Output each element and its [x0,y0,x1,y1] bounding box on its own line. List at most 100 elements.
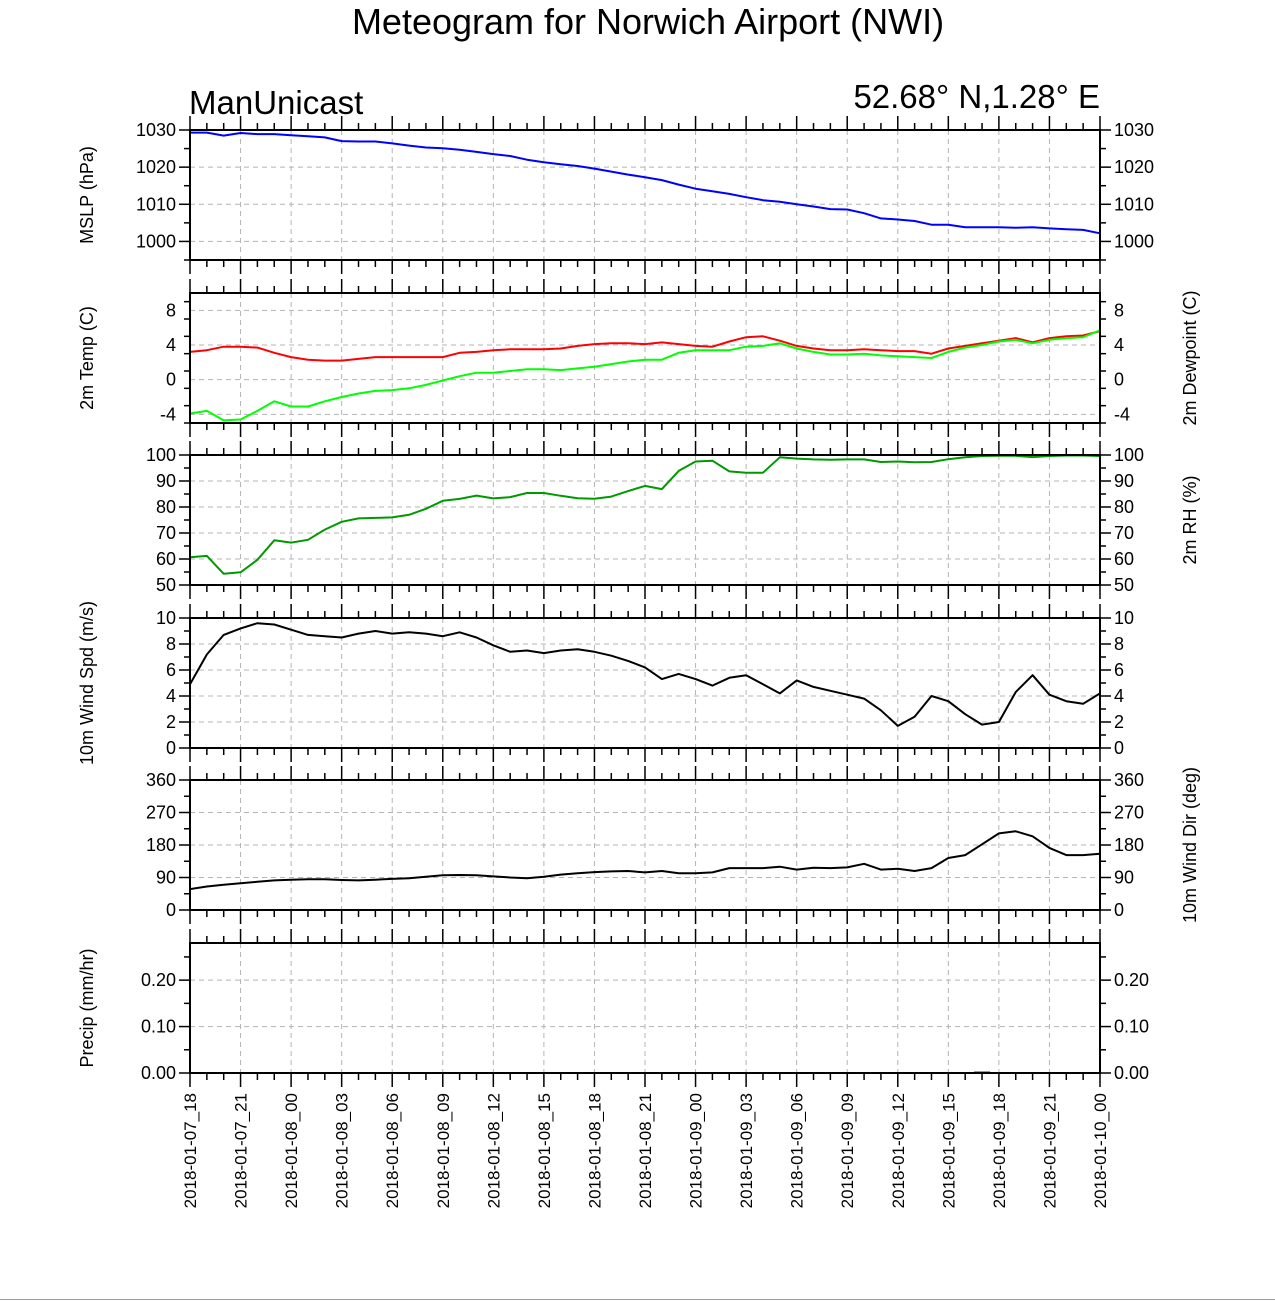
y-tick-label-right: 8 [1114,300,1124,320]
y-tick-label-right: 50 [1114,575,1134,595]
y-tick-label-right: 0 [1114,900,1124,920]
y-tick-label-right: -4 [1114,404,1130,424]
y-tick-label-right: 360 [1114,770,1144,790]
y-tick-label-right: 270 [1114,803,1144,823]
y-tick-label-right: 0.00 [1114,1063,1149,1083]
x-tick-label: 2018-01-09_09 [838,1093,857,1208]
panel-wdir: 0 0 90 90 180 180 270 270 360 360 10m Wind Dir (de… [146,766,1200,924]
x-tick-label: 2018-01-08_15 [535,1093,554,1208]
x-tick-label: 2018-01-09_12 [889,1093,908,1208]
y-tick-label-left: 1010 [136,194,176,214]
series-line-temp [189,329,1101,422]
y-tick-label-left: 180 [146,835,176,855]
y-tick-label-left: 0.10 [141,1017,176,1037]
x-tick-label: 2018-01-08_12 [484,1093,503,1208]
series-line-rh [189,454,1101,575]
panel-mslp: 1000 1000 1010 1010 1020 1020 1030 1030 MSLP (hP… [77,116,1154,274]
y-tick-label-left: 1000 [136,231,176,251]
y-tick-label-left: -4 [160,404,176,424]
x-tick-label: 2018-01-09_03 [737,1093,756,1208]
y-tick-label-left: 2 [166,712,176,732]
y-tick-label-right: 70 [1114,523,1134,543]
y-tick-label-right: 4 [1114,686,1124,706]
x-tick-label: 2018-01-08_06 [383,1093,402,1208]
y-tick-label-right: 4 [1114,335,1124,355]
y-tick-label-left: 60 [156,549,176,569]
x-tick-label: 2018-01-08_09 [434,1093,453,1208]
station-name: ManUnicast [189,84,363,121]
x-tick-label: 2018-01-09_06 [788,1093,807,1208]
y-tick-label-left: 0 [166,738,176,758]
y-tick-label-left: 1020 [136,157,176,177]
x-tick-label: 2018-01-09_15 [939,1093,958,1208]
series-line-wspd [189,622,1101,727]
y-axis-label-left: Precip (mm/hr) [77,948,97,1067]
y-tick-label-left: 70 [156,523,176,543]
x-tick-label: 2018-01-08_21 [636,1093,655,1208]
chart-title: Meteogram for Norwich Airport (NWI) [352,1,944,42]
x-tick-label: 2018-01-07_21 [232,1093,251,1208]
x-tick-label: 2018-01-08_03 [333,1093,352,1208]
series-line-wdir [189,830,1101,891]
panel-frame [189,292,1101,424]
y-tick-label-right: 0.20 [1114,970,1149,990]
y-tick-label-left: 360 [146,770,176,790]
y-tick-label-left: 90 [156,471,176,491]
y-tick-label-left: 4 [166,686,176,706]
y-tick-label-left: 6 [166,660,176,680]
y-tick-label-right: 8 [1114,634,1124,654]
x-tick-label: 2018-01-08_18 [585,1093,604,1208]
y-tick-label-left: 10 [156,608,176,628]
y-tick-label-right: 80 [1114,497,1134,517]
y-tick-label-right: 2 [1114,712,1124,732]
y-axis-label-right: 10m Wind Dir (deg) [1180,767,1200,923]
panel-frame [189,129,1101,261]
y-tick-label-left: 1030 [136,120,176,140]
y-tick-label-right: 90 [1114,868,1134,888]
y-tick-label-left: 80 [156,497,176,517]
y-tick-label-left: 0.20 [141,970,176,990]
y-tick-label-left: 8 [166,634,176,654]
y-tick-label-right: 10 [1114,608,1134,628]
y-tick-label-left: 4 [166,335,176,355]
x-tick-label: 2018-01-08_00 [282,1093,301,1208]
y-tick-label-right: 90 [1114,471,1134,491]
y-tick-label-left: 0.00 [141,1063,176,1083]
y-tick-label-left: 50 [156,575,176,595]
y-tick-label-right: 1010 [1114,194,1154,214]
y-tick-label-right: 100 [1114,445,1144,465]
y-axis-label-right: 2m Dewpoint (C) [1180,290,1200,425]
y-tick-label-left: 0 [166,900,176,920]
series-line-temp [189,330,1101,362]
x-tick-label: 2018-01-07_18 [181,1093,200,1208]
station-coordinates: 52.68° N,1.28° E [853,78,1100,115]
y-tick-label-right: 0 [1114,370,1124,390]
panel-temp: -4 -4 0 0 4 4 8 8 2m Temp (C) 2m Dewpoint (C) [77,279,1200,437]
y-axis-label-left: MSLP (hPa) [77,146,97,244]
y-tick-label-left: 0 [166,370,176,390]
y-tick-label-right: 180 [1114,835,1144,855]
y-tick-label-left: 90 [156,868,176,888]
x-tick-label: 2018-01-09_00 [687,1093,706,1208]
y-tick-label-right: 0 [1114,738,1124,758]
x-tick-label: 2018-01-09_21 [1040,1093,1059,1208]
y-tick-label-right: 0.10 [1114,1017,1149,1037]
panel-wspd: 0 0 2 2 4 4 6 6 8 8 10 10 10m Wind Spd (m/s) [77,601,1134,765]
panel-precip: 0.00 0.00 0.10 0.10 0.20 0.20 Precip (mm/hr) [77,929,1149,1087]
series-line-mslp [190,131,1101,235]
y-tick-label-right: 60 [1114,549,1134,569]
y-axis-label-left: 10m Wind Spd (m/s) [77,601,97,765]
y-tick-label-left: 270 [146,803,176,823]
y-tick-label-left: 100 [146,445,176,465]
y-tick-label-right: 1000 [1114,231,1154,251]
y-tick-label-left: 8 [166,300,176,320]
y-tick-label-right: 6 [1114,660,1124,680]
panel-rh: 50 50 60 60 70 70 80 80 90 90 100 100 2m RH (%) [146,441,1200,599]
panel-frame [189,942,1101,1074]
panel-frame [189,454,1101,586]
bottom-divider [0,1299,1275,1300]
y-axis-label-left: 2m Temp (C) [77,306,97,410]
panel-frame [189,779,1101,911]
